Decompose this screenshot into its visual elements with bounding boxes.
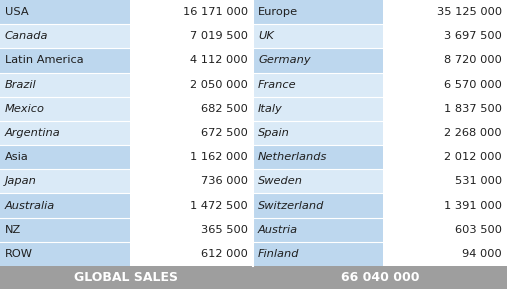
Text: Italy: Italy <box>258 104 283 114</box>
FancyBboxPatch shape <box>0 242 130 266</box>
Text: Europe: Europe <box>258 7 298 17</box>
Text: NZ: NZ <box>5 225 21 235</box>
Text: Brazil: Brazil <box>5 80 37 90</box>
Text: Switzerland: Switzerland <box>258 201 324 211</box>
FancyBboxPatch shape <box>0 218 130 242</box>
Text: Netherlands: Netherlands <box>258 152 328 162</box>
Text: 672 500: 672 500 <box>201 128 248 138</box>
Text: Japan: Japan <box>5 176 37 186</box>
Text: 3 697 500: 3 697 500 <box>444 31 502 41</box>
Text: USA: USA <box>5 7 28 17</box>
Text: Asia: Asia <box>5 152 29 162</box>
Text: Canada: Canada <box>5 31 49 41</box>
FancyBboxPatch shape <box>0 121 130 145</box>
Text: 2 050 000: 2 050 000 <box>190 80 248 90</box>
Text: Sweden: Sweden <box>258 176 303 186</box>
Text: 66 040 000: 66 040 000 <box>341 271 419 284</box>
FancyBboxPatch shape <box>253 242 383 266</box>
Text: France: France <box>258 80 297 90</box>
FancyBboxPatch shape <box>253 193 383 218</box>
FancyBboxPatch shape <box>0 24 130 48</box>
Text: 2 268 000: 2 268 000 <box>444 128 502 138</box>
Text: 6 570 000: 6 570 000 <box>444 80 502 90</box>
Text: 94 000: 94 000 <box>462 249 502 259</box>
Text: Latin America: Latin America <box>5 55 84 65</box>
Text: 682 500: 682 500 <box>201 104 248 114</box>
Text: Austria: Austria <box>258 225 298 235</box>
FancyBboxPatch shape <box>0 169 130 193</box>
Text: Mexico: Mexico <box>5 104 45 114</box>
Text: UK: UK <box>258 31 274 41</box>
FancyBboxPatch shape <box>0 0 130 24</box>
FancyBboxPatch shape <box>253 24 383 48</box>
FancyBboxPatch shape <box>0 48 130 73</box>
FancyBboxPatch shape <box>253 97 383 121</box>
Text: 531 000: 531 000 <box>455 176 502 186</box>
Text: Australia: Australia <box>5 201 55 211</box>
Text: 8 720 000: 8 720 000 <box>444 55 502 65</box>
Text: 4 112 000: 4 112 000 <box>190 55 248 65</box>
Text: 736 000: 736 000 <box>201 176 248 186</box>
FancyBboxPatch shape <box>253 73 383 97</box>
FancyBboxPatch shape <box>253 169 383 193</box>
Text: 7 019 500: 7 019 500 <box>190 31 248 41</box>
FancyBboxPatch shape <box>253 0 383 24</box>
Text: 35 125 000: 35 125 000 <box>437 7 502 17</box>
FancyBboxPatch shape <box>0 193 130 218</box>
FancyBboxPatch shape <box>0 145 130 169</box>
Text: 1 837 500: 1 837 500 <box>444 104 502 114</box>
Text: 1 391 000: 1 391 000 <box>444 201 502 211</box>
Text: 2 012 000: 2 012 000 <box>444 152 502 162</box>
Text: Finland: Finland <box>258 249 300 259</box>
FancyBboxPatch shape <box>0 97 130 121</box>
Text: Spain: Spain <box>258 128 290 138</box>
Text: 16 171 000: 16 171 000 <box>183 7 248 17</box>
FancyBboxPatch shape <box>0 73 130 97</box>
Text: GLOBAL SALES: GLOBAL SALES <box>75 271 178 284</box>
Text: 612 000: 612 000 <box>201 249 248 259</box>
Text: Germany: Germany <box>258 55 311 65</box>
FancyBboxPatch shape <box>253 48 383 73</box>
FancyBboxPatch shape <box>253 218 383 242</box>
Text: 1 162 000: 1 162 000 <box>190 152 248 162</box>
Text: 1 472 500: 1 472 500 <box>190 201 248 211</box>
FancyBboxPatch shape <box>253 145 383 169</box>
Text: 365 500: 365 500 <box>201 225 248 235</box>
Text: Argentina: Argentina <box>5 128 61 138</box>
FancyBboxPatch shape <box>0 266 507 289</box>
Text: ROW: ROW <box>5 249 33 259</box>
FancyBboxPatch shape <box>253 121 383 145</box>
Text: 603 500: 603 500 <box>455 225 502 235</box>
